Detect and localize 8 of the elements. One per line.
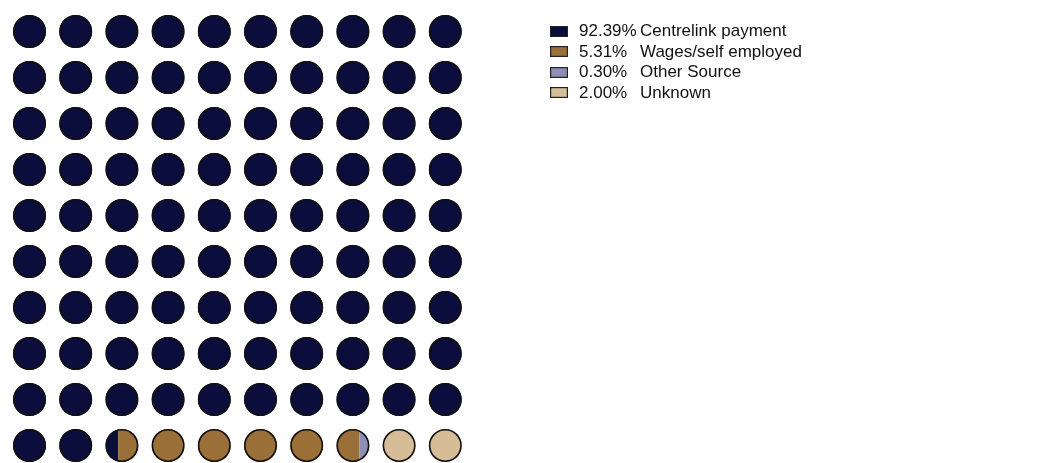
data-label: 92.39% <box>579 21 638 42</box>
category-label: Wages/self employed <box>640 41 802 62</box>
data-label: 2.00% <box>579 82 629 103</box>
category-label: Other Source <box>640 62 742 83</box>
category-label: Unknown <box>640 82 711 103</box>
data-label: 5.31% <box>579 41 629 62</box>
data-label: 0.30% <box>579 62 629 83</box>
category-label: Centrelink payment <box>640 21 787 42</box>
